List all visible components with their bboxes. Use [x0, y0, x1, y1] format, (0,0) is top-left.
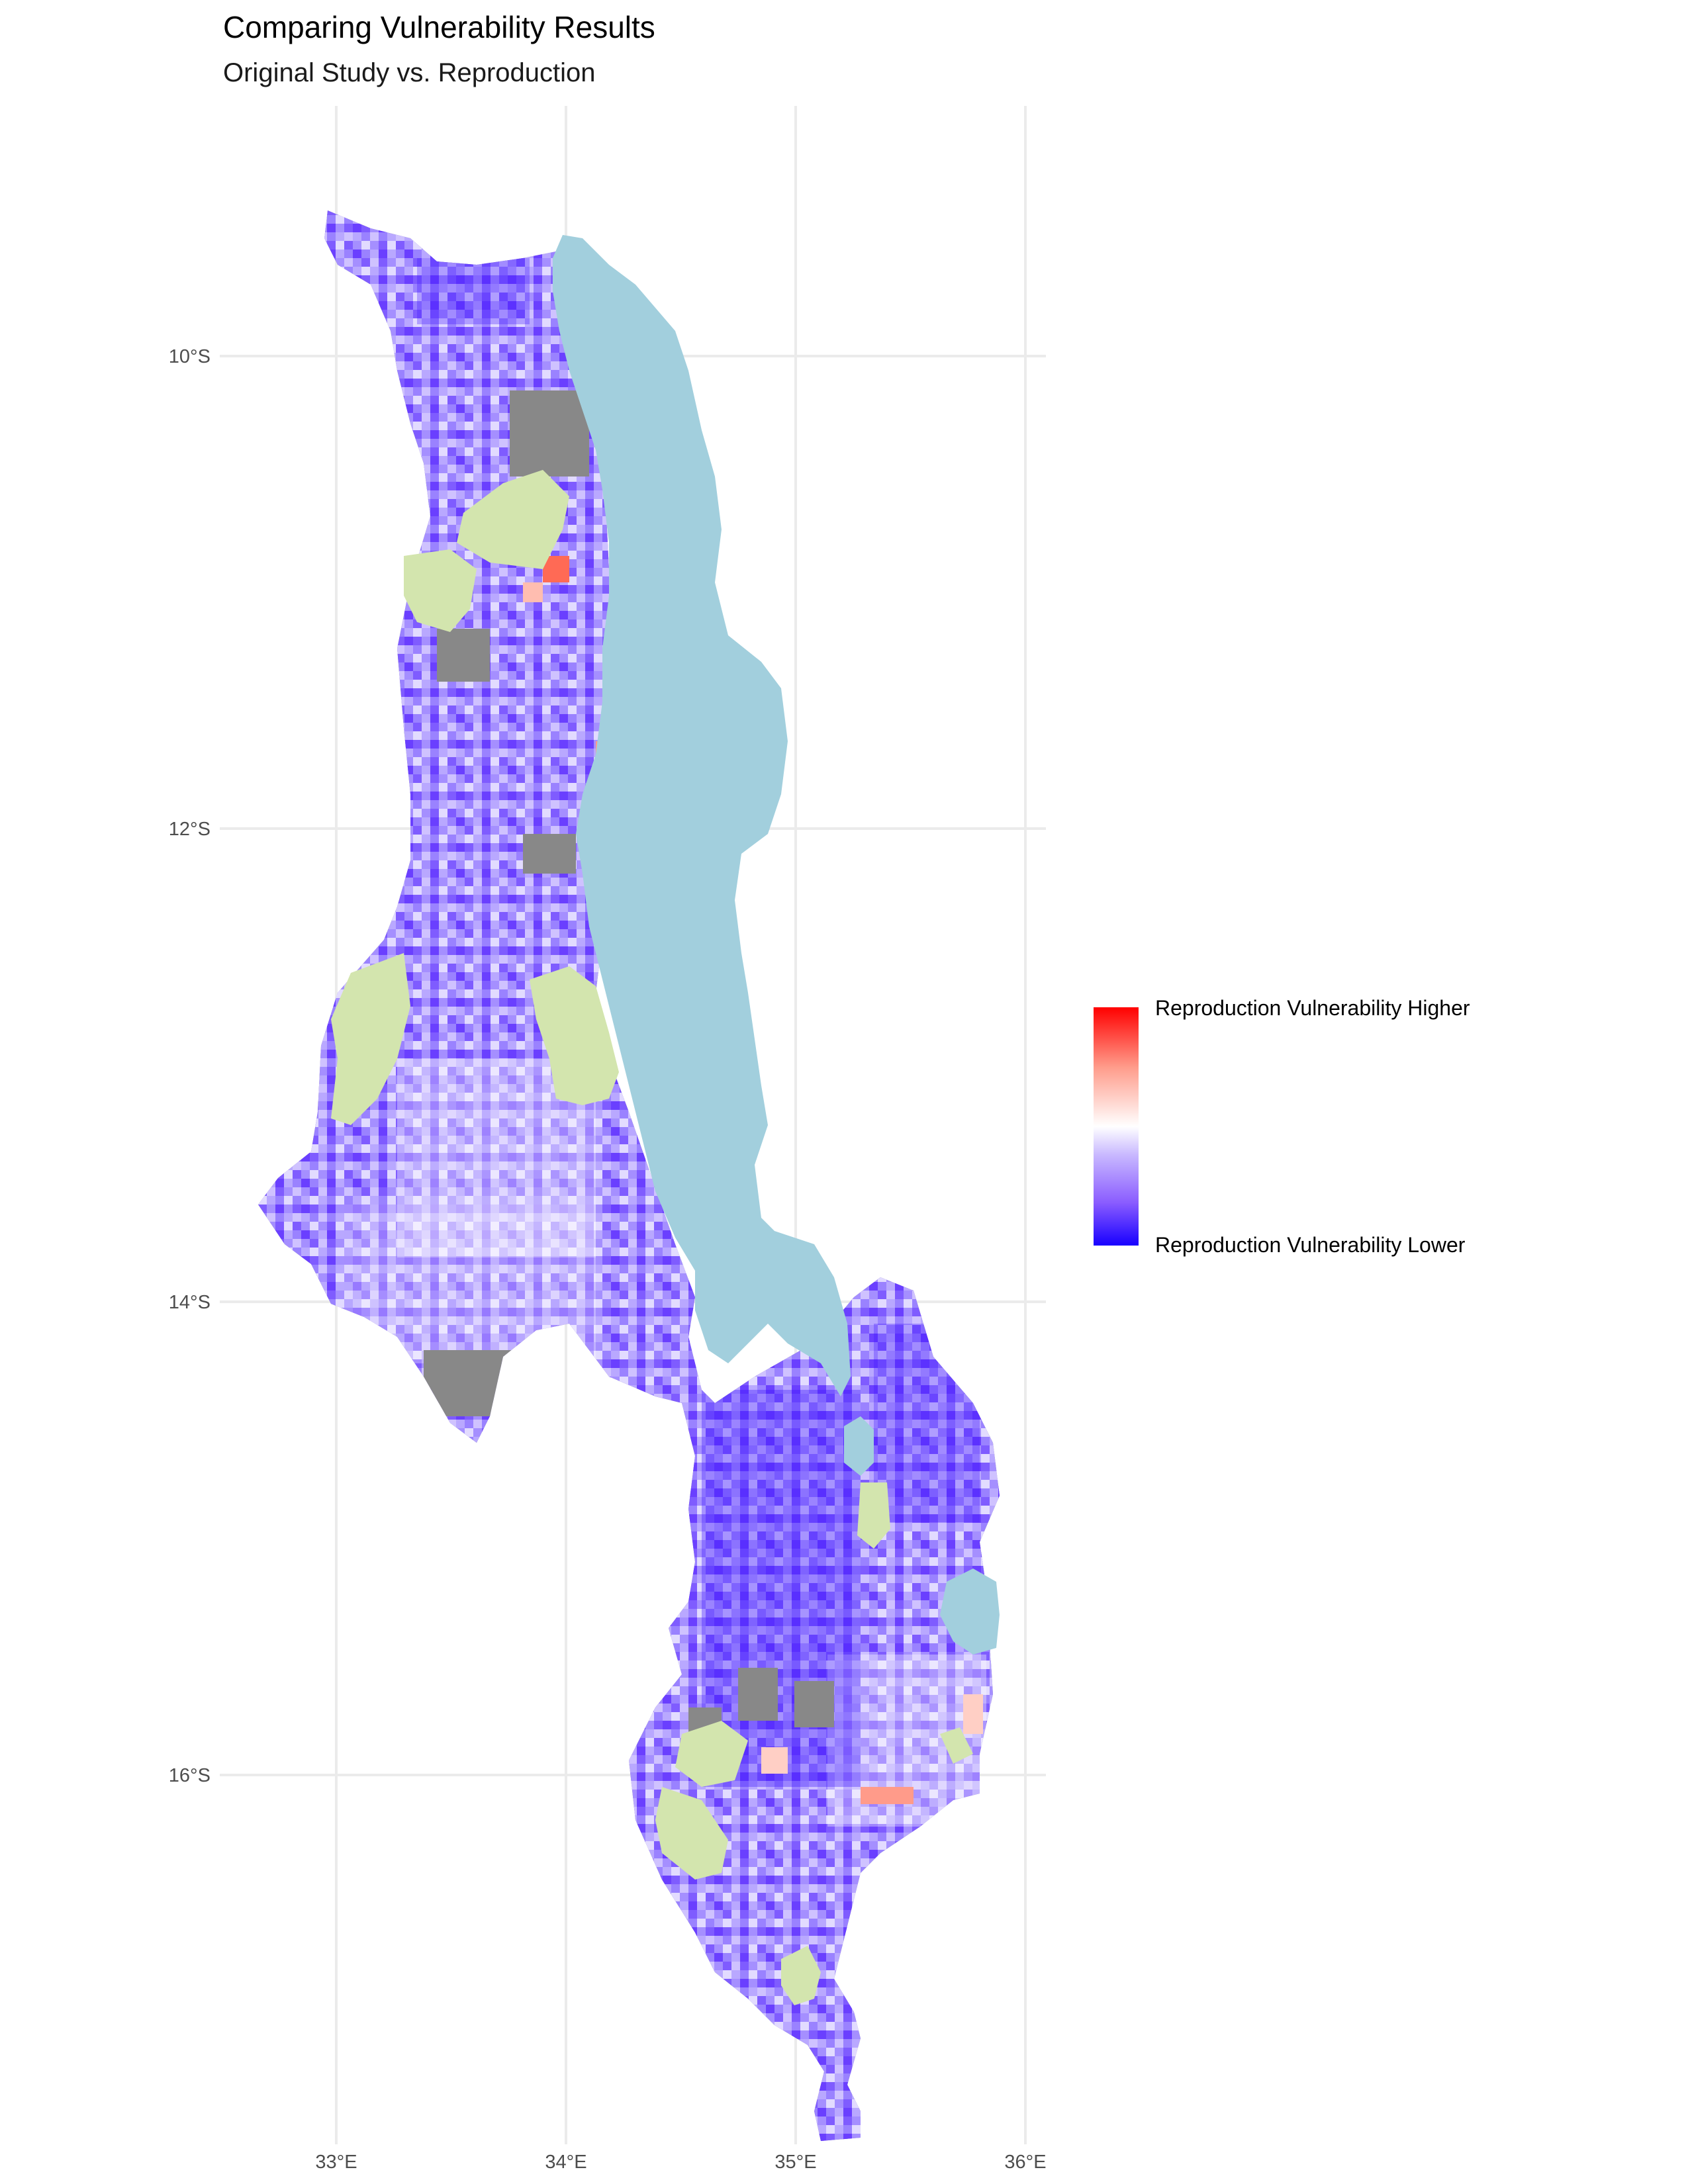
protected-area: [331, 953, 410, 1125]
x-tick-label: 36°E: [1004, 2152, 1046, 2173]
lake-chilwa: [940, 1569, 1000, 1655]
protected-area: [457, 470, 569, 569]
legend-high-label: Reproduction Vulnerability Higher: [1155, 996, 1470, 1020]
lakes: [553, 235, 1000, 1655]
protected-area: [675, 1721, 748, 1787]
y-tick-label: 14°S: [169, 1292, 211, 1313]
x-tick-label: 33°E: [315, 2152, 357, 2173]
protected-area: [655, 1787, 728, 1880]
protected-area: [530, 966, 619, 1105]
lake-malawi: [553, 235, 851, 1396]
x-tick-label: 35°E: [774, 2152, 816, 2173]
protected-area: [857, 1482, 890, 1549]
y-tick-label: 16°S: [169, 1765, 211, 1786]
protected-area: [781, 1946, 821, 2005]
protected-areas: [331, 470, 973, 2005]
x-axis: 33°E 34°E 35°E 36°E: [315, 2152, 1046, 2173]
y-axis: 10°S 12°S 14°S 16°S: [169, 346, 211, 1786]
protected-area: [404, 549, 477, 632]
y-tick-label: 10°S: [169, 346, 211, 367]
chart-subtitle: Original Study vs. Reproduction: [223, 58, 596, 87]
legend-colorbar: [1094, 1007, 1139, 1246]
chart-title: Comparing Vulnerability Results: [223, 10, 655, 44]
protected-area: [940, 1727, 973, 1764]
legend-low-label: Reproduction Vulnerability Lower: [1155, 1233, 1466, 1257]
y-tick-label: 12°S: [169, 819, 211, 840]
lake-malombe: [844, 1416, 874, 1476]
x-tick-label: 34°E: [545, 2152, 586, 2173]
